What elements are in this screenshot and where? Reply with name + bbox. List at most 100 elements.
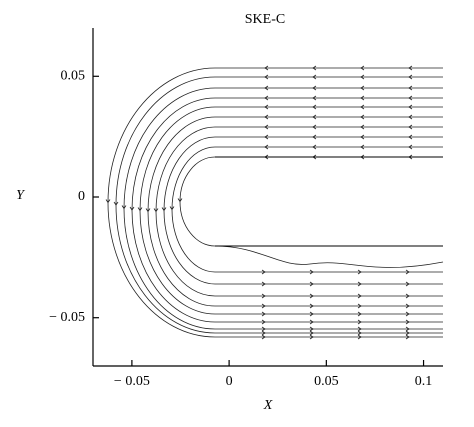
arrow — [105, 199, 111, 204]
x-axis-label: X — [263, 398, 273, 413]
arrow — [360, 85, 365, 91]
arrow — [405, 269, 410, 275]
arrow — [312, 144, 317, 150]
arrow — [408, 65, 413, 71]
arrow — [261, 319, 266, 325]
arrow — [261, 334, 266, 340]
arrow — [261, 281, 266, 287]
arrow — [264, 124, 269, 130]
arrow — [312, 65, 317, 71]
arrow — [405, 334, 410, 340]
arrow — [408, 95, 413, 101]
streamline — [171, 146, 443, 273]
arrow — [264, 134, 269, 140]
arrow — [405, 293, 410, 299]
arrow — [264, 114, 269, 120]
arrow — [153, 208, 159, 213]
streamlines — [105, 65, 444, 340]
y-tick-label: 0 — [78, 189, 85, 204]
arrow — [264, 65, 269, 71]
arrow — [405, 319, 410, 325]
arrow — [312, 85, 317, 91]
arrow — [405, 303, 410, 309]
arrow — [357, 293, 362, 299]
arrow — [408, 124, 413, 130]
arrow — [261, 269, 266, 275]
arrow — [408, 114, 413, 120]
arrow — [309, 334, 314, 340]
arrow — [357, 319, 362, 325]
arrow — [145, 208, 151, 213]
arrow — [408, 74, 413, 80]
arrow — [309, 269, 314, 275]
arrow — [261, 330, 266, 336]
x-tick-label: 0.1 — [415, 374, 433, 389]
arrow — [264, 144, 269, 150]
arrow — [309, 330, 314, 336]
streamline — [155, 126, 443, 297]
arrow — [360, 124, 365, 130]
arrow — [264, 74, 269, 80]
arrow — [360, 74, 365, 80]
chart-title: SKE-C — [245, 12, 285, 27]
arrow — [129, 206, 135, 211]
arrow — [137, 207, 143, 212]
arrow — [357, 269, 362, 275]
x-tick-label: 0 — [226, 374, 233, 389]
y-tick-label: 0.05 — [61, 69, 86, 84]
arrow — [360, 65, 365, 71]
arrow — [309, 319, 314, 325]
arrow — [357, 311, 362, 317]
arrow — [309, 303, 314, 309]
arrow — [408, 104, 413, 110]
y-tick-label: − 0.05 — [49, 310, 85, 325]
arrow — [261, 311, 266, 317]
arrow — [312, 104, 317, 110]
arrow — [357, 326, 362, 332]
arrow — [360, 134, 365, 140]
arrow — [405, 311, 410, 317]
arrow — [264, 104, 269, 110]
arrow — [121, 205, 127, 210]
arrow — [261, 303, 266, 309]
arrow — [360, 144, 365, 150]
arrow — [357, 334, 362, 340]
arrow — [309, 311, 314, 317]
arrow — [360, 104, 365, 110]
arrow — [408, 144, 413, 150]
arrow — [408, 134, 413, 140]
streamline — [115, 76, 443, 334]
arrow — [405, 281, 410, 287]
x-tick-label: 0.05 — [314, 374, 339, 389]
streamline — [163, 136, 443, 285]
arrow — [113, 201, 119, 206]
arrow — [264, 95, 269, 101]
arrow — [309, 326, 314, 332]
arrow — [357, 281, 362, 287]
arrow — [405, 326, 410, 332]
streamline — [179, 156, 444, 268]
y-axis-label: Y — [16, 188, 26, 203]
arrow — [161, 207, 167, 212]
arrow — [261, 293, 266, 299]
arrow — [309, 293, 314, 299]
streamline — [147, 116, 443, 307]
arrow — [312, 134, 317, 140]
arrow — [357, 303, 362, 309]
arrow — [177, 198, 183, 203]
arrow — [408, 85, 413, 91]
arrow — [312, 114, 317, 120]
arrow — [169, 206, 175, 211]
streamline — [107, 67, 443, 338]
arrow — [312, 124, 317, 130]
arrow — [360, 95, 365, 101]
arrow — [264, 85, 269, 91]
arrow — [405, 330, 410, 336]
streamline — [131, 97, 443, 323]
arrow — [309, 281, 314, 287]
arrow — [360, 114, 365, 120]
arrow — [357, 330, 362, 336]
arrow — [312, 95, 317, 101]
arrow — [312, 74, 317, 80]
